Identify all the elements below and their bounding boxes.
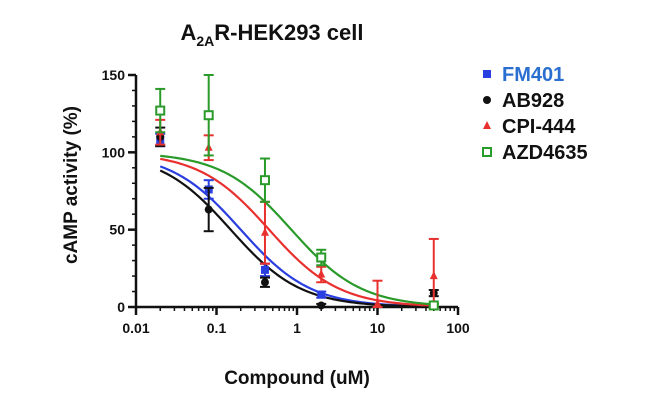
x-tick-label: 0.1 xyxy=(207,320,227,336)
data-points xyxy=(155,74,439,311)
chart-title-subscript: 2A xyxy=(196,33,214,49)
data-point xyxy=(260,265,269,274)
data-point xyxy=(316,252,327,263)
data-point xyxy=(204,205,213,214)
legend-label: CPI-444 xyxy=(502,116,576,138)
legend-label: AZD4635 xyxy=(502,142,588,164)
chart-title: A2AR-HEK293 cell xyxy=(181,20,364,49)
axes: 0.01 0.1 1 10 100 0 50 100 150 xyxy=(102,67,470,336)
legend-label: AB928 xyxy=(502,90,564,112)
data-point xyxy=(317,290,326,299)
chart-title-main: A xyxy=(181,20,197,45)
legend-marker xyxy=(483,96,491,104)
legend-marker xyxy=(483,70,491,78)
fit-curve-ab928 xyxy=(159,169,434,308)
data-point xyxy=(259,175,270,186)
y-tick-label: 0 xyxy=(117,299,125,315)
fit-curve-cpi-444 xyxy=(160,157,434,307)
data-point xyxy=(317,269,326,278)
x-tick-label: 1 xyxy=(293,320,301,336)
x-tick-label: 10 xyxy=(370,320,386,336)
data-point xyxy=(428,300,439,311)
data-point xyxy=(373,298,382,307)
data-point xyxy=(317,301,326,310)
data-point xyxy=(429,271,438,280)
chart-title-rest: R-HEK293 cell xyxy=(214,20,363,45)
data-point xyxy=(260,227,269,236)
x-tick-label: 100 xyxy=(446,320,470,336)
y-tick-label: 150 xyxy=(102,67,126,83)
y-axis-label: cAMP activity (%) xyxy=(61,106,82,264)
legend-marker xyxy=(482,147,492,157)
data-point xyxy=(155,105,166,116)
x-axis-label: Compound (uM) xyxy=(224,368,370,389)
fit-curve-azd4635 xyxy=(160,154,434,306)
legend: FM401 AB928 CPI-444 AZD4635 xyxy=(482,64,588,164)
y-tick-label: 100 xyxy=(102,144,126,160)
x-tick-label: 0.01 xyxy=(122,320,149,336)
legend-label: FM401 xyxy=(502,64,564,86)
y-tick-label: 50 xyxy=(109,222,125,238)
legend-marker xyxy=(483,121,491,129)
fit-curves xyxy=(159,154,434,308)
data-point xyxy=(203,110,214,121)
data-point xyxy=(260,278,269,287)
